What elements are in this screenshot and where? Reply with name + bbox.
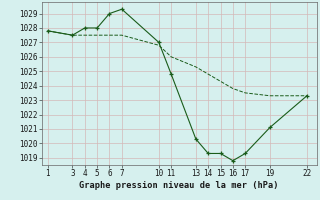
X-axis label: Graphe pression niveau de la mer (hPa): Graphe pression niveau de la mer (hPa) bbox=[79, 181, 279, 190]
